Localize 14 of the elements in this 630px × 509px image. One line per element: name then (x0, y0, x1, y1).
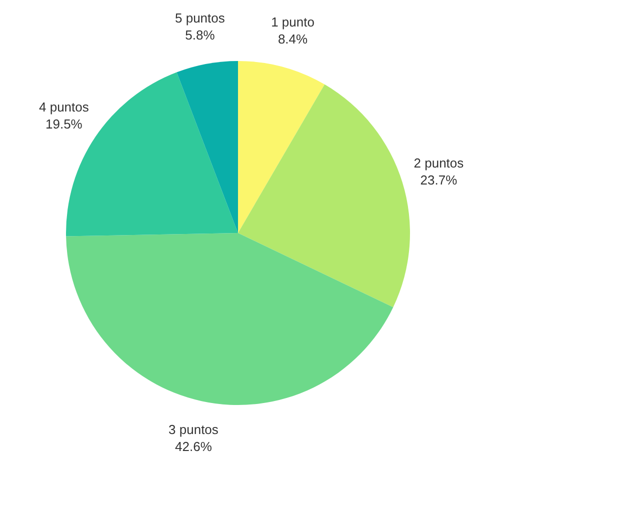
slice-label: 5 puntos (175, 10, 226, 26)
slice-label: 1 punto (271, 14, 314, 30)
pie-slice (176, 61, 238, 233)
data-label: 42.6% (175, 439, 212, 454)
pie-slice (66, 233, 394, 405)
data-label: 5.8% (185, 27, 216, 42)
data-label: 23.7% (420, 172, 458, 188)
pie-slice (238, 84, 410, 308)
slice-label: 3 puntos (168, 422, 219, 438)
slice-label: 4 puntos (39, 100, 90, 115)
data-label: 19.5% (46, 116, 83, 132)
data-label: 8.4% (278, 31, 308, 46)
slice-label: 2 puntos (414, 155, 464, 170)
pie-slice (238, 61, 325, 233)
